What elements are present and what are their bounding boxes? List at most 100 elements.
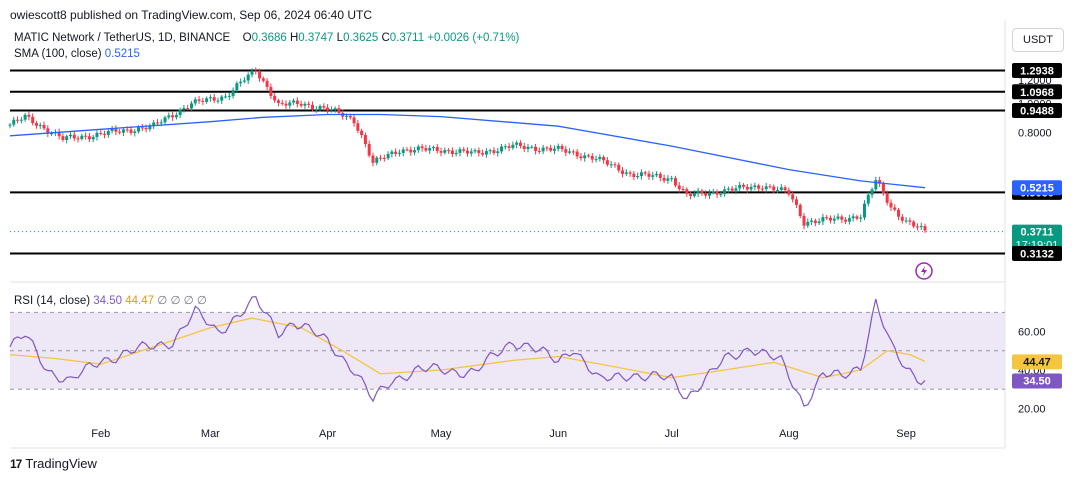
low-value: 0.3625 xyxy=(343,32,379,44)
candle-body xyxy=(99,132,103,134)
candle-body xyxy=(382,157,386,159)
candle-body xyxy=(367,144,371,156)
candle-body xyxy=(503,146,507,148)
candle-body xyxy=(813,220,817,224)
candle-body xyxy=(431,147,435,149)
candle-body xyxy=(299,103,303,106)
candle-body xyxy=(250,70,254,75)
candle-body xyxy=(874,180,878,190)
candle-body xyxy=(375,157,379,163)
candle-body xyxy=(757,185,761,189)
candle-body xyxy=(836,216,840,219)
candle-body xyxy=(140,127,144,129)
candle-body xyxy=(552,148,556,151)
rsi-ma-value: 44.47 xyxy=(125,295,155,307)
candle-body xyxy=(568,151,572,153)
candle-body xyxy=(133,131,137,133)
symbol-title[interactable]: MATIC Network / TetherUS, 1D, BINANCE xyxy=(14,32,231,44)
candle-body xyxy=(454,152,458,155)
time-tick-label: Jul xyxy=(665,428,679,440)
candle-body xyxy=(534,146,538,151)
candle-body xyxy=(23,114,27,120)
tradingview-logo-icon: 17 xyxy=(10,457,22,471)
candle-body xyxy=(571,151,575,153)
open-value: 0.3686 xyxy=(251,32,287,44)
rsi-ma-badge-bg xyxy=(1012,354,1062,370)
symbol-legend: MATIC Network / TetherUS, 1D, BINANCE O0… xyxy=(14,32,519,44)
candle-body xyxy=(46,128,50,134)
tradingview-brand[interactable]: 17 TradingView xyxy=(10,456,97,471)
currency-button[interactable]: USDT xyxy=(1012,28,1064,52)
candle-body xyxy=(870,189,874,195)
candle-body xyxy=(541,147,545,152)
sma-value: 0.5215 xyxy=(104,48,140,60)
price-tick-label: 1.2000 xyxy=(1018,75,1052,87)
candle-body xyxy=(76,138,80,140)
candle-body xyxy=(798,204,802,216)
candle-body xyxy=(696,190,700,194)
candle-body xyxy=(405,149,409,151)
candle-body xyxy=(462,149,466,151)
candle-body xyxy=(261,78,265,81)
candle-body xyxy=(726,188,730,190)
candle-body xyxy=(639,172,643,176)
rsi-tick-label: 20.00 xyxy=(1018,403,1046,415)
high-value: 0.3747 xyxy=(298,32,334,44)
candle-body xyxy=(518,142,522,147)
rsi-legend[interactable]: RSI (14, close) 34.50 44.47 ∅ ∅ ∅ ∅ xyxy=(14,293,207,307)
candle-body xyxy=(242,80,246,82)
candle-body xyxy=(246,74,250,81)
sma-legend[interactable]: SMA (100, close) 0.5215 xyxy=(14,48,140,60)
rsi-line xyxy=(9,295,926,407)
candle-body xyxy=(723,189,727,195)
time-tick-label: Jun xyxy=(549,428,567,440)
candle-body xyxy=(825,217,829,219)
candle-body xyxy=(125,129,129,131)
candle-body xyxy=(84,135,88,137)
candle-body xyxy=(394,151,398,154)
candle-body xyxy=(749,186,753,190)
candle-body xyxy=(866,194,870,204)
candle-body xyxy=(360,130,364,136)
candle-body xyxy=(193,99,197,104)
candle-body xyxy=(148,125,152,130)
candle-body xyxy=(673,178,677,186)
level-badge: 0.3132 xyxy=(1020,249,1054,261)
candle-body xyxy=(481,153,485,155)
candle-body xyxy=(318,106,322,110)
candle-body xyxy=(212,97,216,101)
candle-body xyxy=(586,155,590,157)
candle-body xyxy=(598,156,602,160)
candle-body xyxy=(904,220,908,222)
time-tick-label: Apr xyxy=(319,428,336,440)
candle-body xyxy=(787,190,791,195)
candle-body xyxy=(624,172,628,174)
candle-body xyxy=(768,186,772,188)
candles-group xyxy=(8,67,927,233)
candle-body xyxy=(537,150,541,152)
candle-body xyxy=(893,207,897,210)
rsi-ma-badge: 44.47 xyxy=(1023,356,1051,368)
candle-body xyxy=(254,70,258,72)
sma-line xyxy=(9,113,926,189)
candle-body xyxy=(594,159,598,161)
candle-body xyxy=(439,151,443,153)
candle-body xyxy=(609,164,613,166)
candle-body xyxy=(424,148,428,151)
candle-body xyxy=(390,151,394,154)
candle-body xyxy=(265,80,269,87)
candle-body xyxy=(806,221,810,226)
sma-label: SMA (100, close) xyxy=(14,48,102,60)
candle-body xyxy=(295,100,299,104)
candle-body xyxy=(186,108,190,110)
candle-body xyxy=(171,115,175,118)
candle-body xyxy=(655,173,659,176)
candle-body xyxy=(201,100,205,102)
candle-body xyxy=(208,97,212,99)
candle-body xyxy=(95,132,99,138)
candle-body xyxy=(919,226,923,228)
level-badge: 0.9488 xyxy=(1020,105,1054,117)
candle-body xyxy=(155,122,159,124)
candle-body xyxy=(329,109,333,111)
